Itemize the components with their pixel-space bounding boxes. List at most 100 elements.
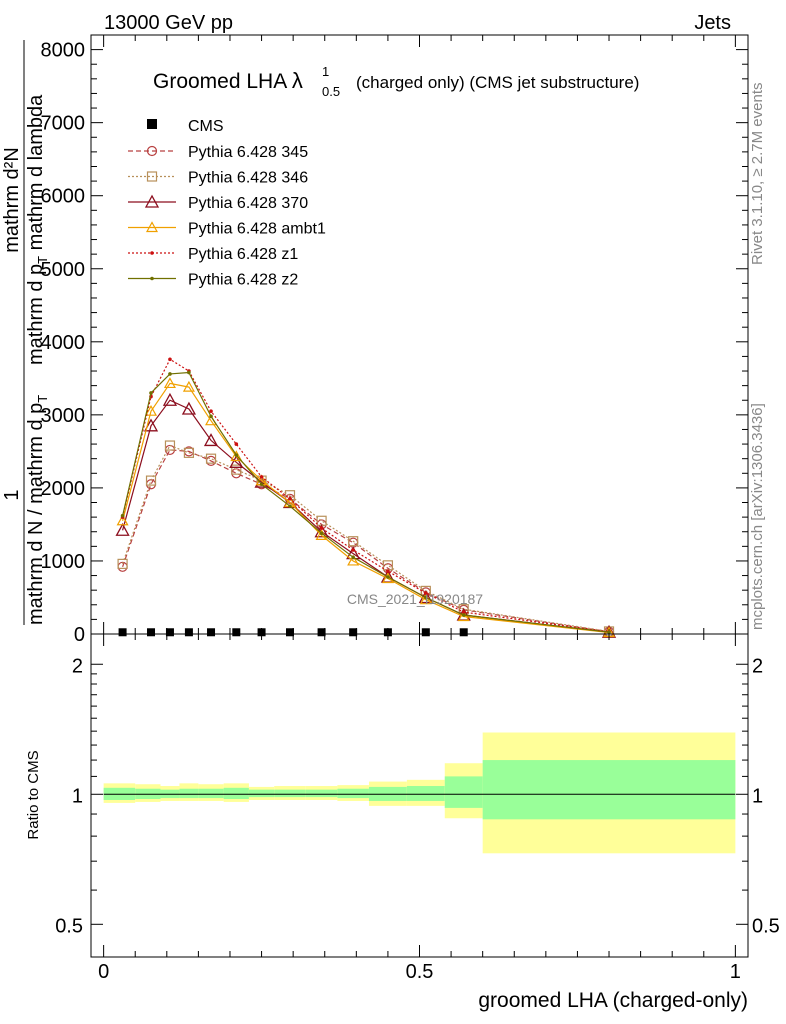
point-dot [259, 475, 264, 479]
legend-cms-label: CMS [188, 118, 224, 135]
cms-point [421, 628, 430, 637]
header-jets-label: Jets [694, 12, 731, 34]
title-superscript: 1 [322, 64, 329, 79]
watermark: CMS_2021_I1920187 [347, 591, 483, 607]
x-tick-label: 0 [98, 961, 109, 983]
cms-point [232, 628, 241, 637]
point-triangle [144, 404, 158, 416]
point-triangle [182, 380, 195, 392]
legend-label: Pythia 6.428 z1 [188, 246, 298, 263]
series-line [122, 444, 610, 632]
ratio-band-inner [223, 787, 249, 800]
point-dot [424, 591, 428, 595]
point-dot [259, 482, 264, 487]
rivet-label: Rivet 3.1.10, ≥ 2.7M events [749, 83, 766, 266]
legend-label: Pythia 6.428 ambt1 [188, 221, 326, 238]
cms-point [317, 628, 326, 637]
point-dot [187, 370, 191, 375]
point-dot [319, 526, 324, 530]
point-dot [386, 569, 390, 573]
y-tick-label: 8000 [41, 40, 86, 62]
point-triangle [181, 401, 197, 415]
point-dot [149, 391, 153, 395]
point-square [117, 558, 128, 569]
legend-cms-marker [147, 119, 157, 129]
main-y-label: 1 mathrm d N / mathrm d pT mathrm d²N ma… [1, 40, 50, 625]
y-tick-label: 3000 [41, 405, 86, 427]
point-dot [351, 548, 355, 552]
cms-point [184, 628, 193, 637]
cms-point [459, 628, 468, 637]
ratio-band-inner [337, 788, 369, 799]
y-label-pre-den-sub: T [35, 395, 50, 403]
y-tick-label: 5000 [41, 259, 86, 281]
ratio-band-inner [248, 789, 275, 798]
cms-point [285, 628, 294, 637]
point-triangle [115, 522, 130, 536]
point-dot [288, 497, 292, 501]
ratio-y-tick-label-right: 2 [752, 655, 763, 677]
legend-label: Pythia 6.428 346 [188, 170, 308, 187]
series-line [122, 358, 610, 633]
point-dot [209, 414, 213, 419]
main-axes: 0 1000 2000 3000 4000 5000 6000 7000 8000 [41, 34, 749, 646]
point-dot [351, 555, 355, 560]
title-suffix: (charged only) (CMS jet substructure) [356, 73, 639, 92]
point-triangle [116, 514, 129, 526]
point-square [183, 447, 195, 458]
point-triangle [163, 377, 176, 389]
point-triangle [143, 418, 159, 432]
point-dot [150, 276, 154, 281]
ratio-y-tick-label: 2 [72, 655, 83, 677]
ratio-panel: 0.5 0.5 1 1 2 2 0 0.5 1 [55, 633, 780, 983]
point-triangle [145, 221, 159, 233]
cms-point [349, 628, 358, 637]
point-triangle [418, 590, 433, 604]
cms-point [257, 628, 266, 637]
point-dot [168, 372, 172, 376]
point-triangle [347, 554, 360, 566]
y-label-den-main: mathrm d p [25, 264, 47, 365]
cms-point [118, 628, 127, 637]
point-dot [386, 575, 390, 579]
point-square [348, 536, 359, 547]
ratio-y-tick-label: 0.5 [55, 915, 83, 937]
legend: CMS Pythia 6.428 345 Pythia 6.428 346 Pythi… [128, 118, 326, 289]
ratio-y-tick-label: 1 [72, 785, 83, 807]
y-label-pre-num: 1 [1, 489, 23, 500]
point-dot [319, 531, 324, 535]
ratio-y-tick-label-right: 1 [752, 785, 763, 807]
point-circle [231, 468, 242, 479]
header-energy-label: 13000 GeV pp [104, 12, 233, 34]
point-square [205, 453, 217, 464]
y-label-den-suffix: mathrm d lambda [25, 94, 47, 256]
ratio-y-tick-label-right: 0.5 [752, 915, 780, 937]
main-series [115, 357, 617, 638]
point-dot [168, 357, 172, 362]
point-dot [424, 595, 428, 600]
series-line [122, 371, 610, 633]
point-square [231, 464, 242, 475]
point-dot [150, 251, 154, 255]
title-main: Groomed LHA [153, 70, 287, 93]
ratio-band-inner [406, 786, 445, 801]
y-tick-label: 2000 [41, 478, 86, 500]
x-tick-label: 1 [730, 961, 741, 983]
y-label-den: mathrm d pT mathrm d lambda [25, 94, 50, 365]
point-dot [288, 504, 292, 508]
point-triangle [457, 610, 470, 622]
legend-label: Pythia 6.428 370 [188, 195, 308, 212]
x-tick-label: 0.5 [406, 961, 434, 983]
point-triangle [229, 454, 244, 468]
ratio-y-label: Ratio to CMS [25, 750, 42, 839]
cms-point [165, 628, 174, 637]
ratio-band-inner [198, 788, 224, 799]
x-axis-label: groomed LHA (charged-only) [478, 989, 748, 1012]
y-tick-label: 1000 [41, 551, 86, 573]
y-label-pre-den-main: mathrm d N / mathrm d p [25, 403, 47, 625]
y-label-pre-den: mathrm d N / mathrm d pT [25, 395, 50, 625]
ratio-band-inner [179, 788, 199, 799]
point-dot [461, 610, 466, 614]
cms-point [383, 628, 392, 637]
